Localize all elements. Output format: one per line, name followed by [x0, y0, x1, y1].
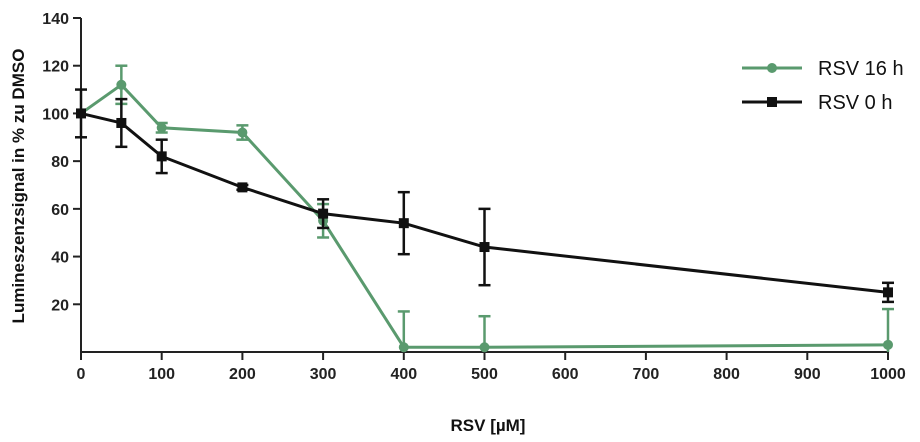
x-tick-label: 700	[633, 366, 660, 383]
legend-item: RSV 16 h	[742, 58, 904, 80]
y-tick-label: 80	[51, 154, 69, 171]
x-tick-label: 900	[794, 366, 821, 383]
legend-label: RSV 0 h	[818, 92, 892, 114]
y-tick-label: 60	[51, 202, 69, 219]
x-tick-label: 500	[471, 366, 498, 383]
y-tick-label: 140	[42, 11, 69, 28]
y-tick-label: 120	[42, 59, 69, 76]
y-tick-label: 20	[51, 297, 69, 314]
data-point	[116, 117, 127, 128]
legend-label: RSV 16 h	[818, 58, 904, 80]
x-tick-label: 1000	[870, 366, 906, 383]
x-tick-label: 400	[390, 366, 417, 383]
x-tick-label: 600	[552, 366, 579, 383]
axes: 20 40 60 80 100 120 140 0 100 200 300 400 500 600 700…	[42, 11, 906, 383]
data-point	[156, 122, 167, 133]
series-rsv-0h	[75, 88, 894, 304]
y-tick-label: 40	[51, 250, 69, 267]
legend-marker	[767, 63, 777, 73]
data-point	[76, 108, 86, 119]
data-point	[237, 182, 248, 193]
data-point	[398, 218, 409, 229]
data-point	[479, 242, 490, 253]
series-line	[80, 111, 889, 294]
series-line	[80, 82, 889, 349]
legend: RSV 16 h RSV 0 h	[742, 58, 904, 114]
y-axis-title: Lumineszenzsignal in % zu DMSO	[9, 49, 28, 324]
data-point	[156, 151, 167, 162]
data-point	[883, 287, 893, 298]
data-point	[116, 79, 127, 90]
series-layer	[75, 64, 894, 353]
x-tick-label: 300	[310, 366, 337, 383]
data-point	[318, 208, 329, 219]
y-tick-label: 100	[42, 106, 69, 123]
data-point	[479, 342, 490, 353]
x-tick-label: 0	[77, 366, 86, 383]
y-ticks: 20 40 60 80 100 120 140	[42, 11, 81, 314]
data-point	[237, 127, 248, 138]
x-axis-title: RSV [µM]	[451, 416, 526, 435]
x-ticks: 0 100 200 300 400 500 600 700 800 900 1000	[77, 352, 906, 383]
data-point	[883, 339, 893, 350]
legend-item: RSV 0 h	[742, 92, 892, 114]
x-tick-label: 800	[713, 366, 740, 383]
x-tick-label: 200	[229, 366, 256, 383]
x-tick-label: 100	[148, 366, 175, 383]
data-point	[398, 342, 409, 353]
legend-marker	[767, 97, 777, 107]
